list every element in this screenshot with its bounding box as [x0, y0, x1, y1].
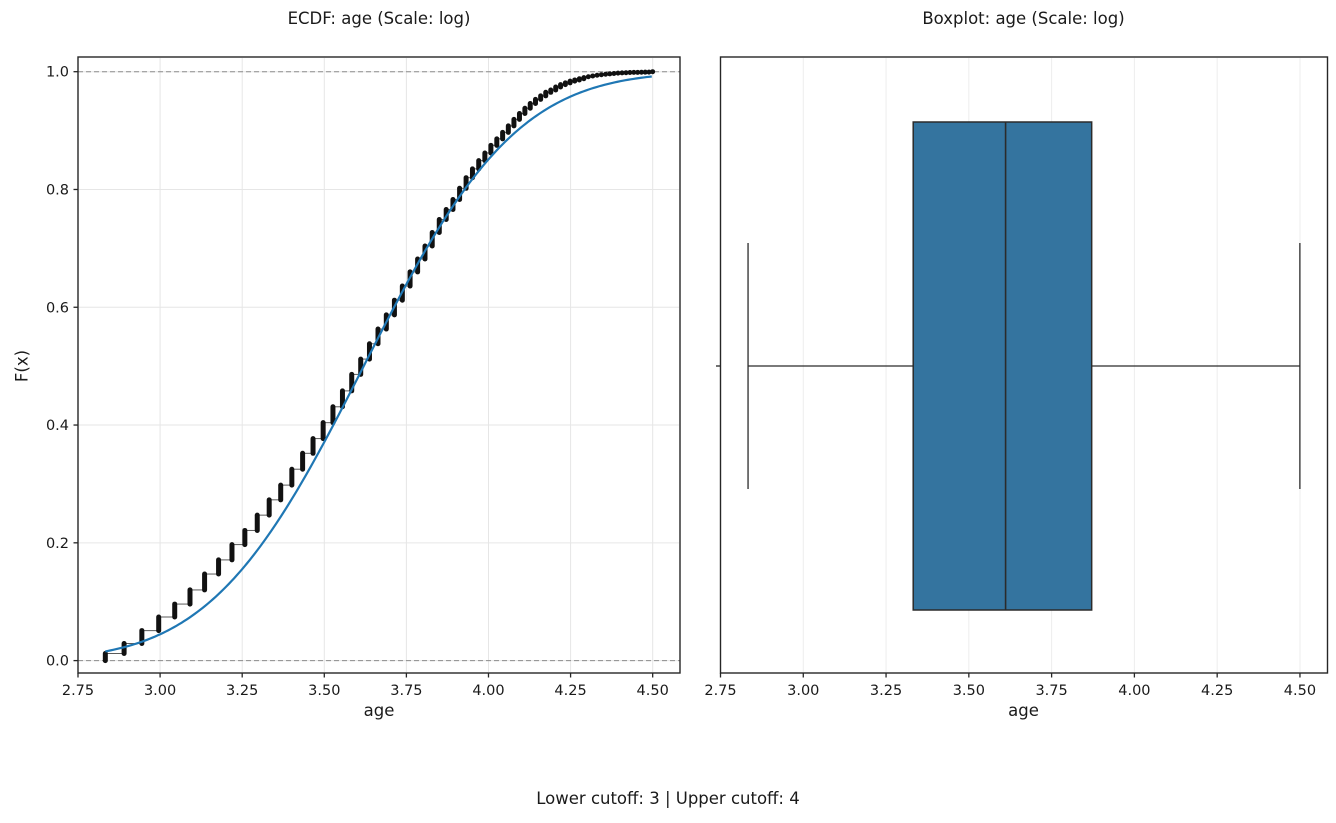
- ecdf-ytick-label: 0.4: [46, 418, 69, 434]
- ecdf-marker: [611, 70, 617, 76]
- ecdf-xtick-label: 4.25: [554, 683, 586, 699]
- boxplot-xtick-label: 3.25: [870, 683, 902, 699]
- ecdf-xtick-label: 4.00: [472, 683, 504, 699]
- ecdf-axes-spines: [77, 56, 681, 674]
- iqr-box: [912, 121, 1093, 611]
- boxplot-axes-spines: [719, 56, 1329, 674]
- ecdf-marker: [590, 73, 596, 79]
- ecdf-xtick-label: 3.25: [226, 683, 258, 699]
- ecdf-ytick-label: 0.8: [46, 182, 69, 198]
- ecdf-marker: [607, 71, 613, 77]
- ecdf-marker: [646, 69, 652, 75]
- ecdf-xtick-label: 3.00: [144, 683, 176, 699]
- ecdf-xtick-label: 2.75: [62, 683, 94, 699]
- ecdf-ytick-label: 0.6: [46, 300, 69, 316]
- boxplot-xtick-label: 4.25: [1201, 683, 1233, 699]
- ecdf-xtick-label: 3.75: [390, 683, 422, 699]
- boxplot-xtick-label: 4.50: [1284, 683, 1316, 699]
- fitted-cdf-line: [105, 75, 652, 653]
- ecdf-title: ECDF: age (Scale: log): [287, 9, 471, 28]
- ecdf-xlabel: age: [363, 701, 395, 720]
- boxplot-xtick-label: 3.75: [1035, 683, 1067, 699]
- boxplot-xtick-label: 4.00: [1118, 683, 1150, 699]
- ecdf-marker: [594, 72, 600, 78]
- ecdf-marker: [650, 69, 656, 75]
- boxplot-xtick-label: 3.50: [953, 683, 985, 699]
- ecdf-marker: [585, 74, 591, 80]
- ecdf-marker: [603, 71, 609, 77]
- ecdf-marker: [642, 69, 648, 75]
- boxplot-title: Boxplot: age (Scale: log): [922, 9, 1125, 28]
- ecdf-marker: [635, 69, 641, 75]
- ecdf-ytick-label: 1.0: [46, 65, 69, 81]
- boxplot-xtick-label: 3.00: [787, 683, 819, 699]
- boxplot-xlabel: age: [1008, 701, 1039, 720]
- ecdf-ytick-label: 0.2: [46, 536, 69, 552]
- ecdf-marker: [615, 70, 621, 76]
- ecdf-marker: [638, 69, 644, 75]
- ecdf-xtick-label: 3.50: [308, 683, 340, 699]
- ecdf-marker: [627, 70, 633, 76]
- ecdf-marker: [619, 70, 625, 76]
- ecdf-marker: [598, 72, 604, 78]
- ecdf-xtick-label: 4.50: [637, 683, 669, 699]
- figure-caption: Lower cutoff: 3 | Upper cutoff: 4: [536, 789, 800, 808]
- ecdf-marker: [631, 69, 637, 75]
- ecdf-marker: [623, 70, 629, 76]
- ecdf-ytick-label: 0.0: [46, 654, 69, 670]
- boxplot-xtick-label: 2.75: [704, 683, 736, 699]
